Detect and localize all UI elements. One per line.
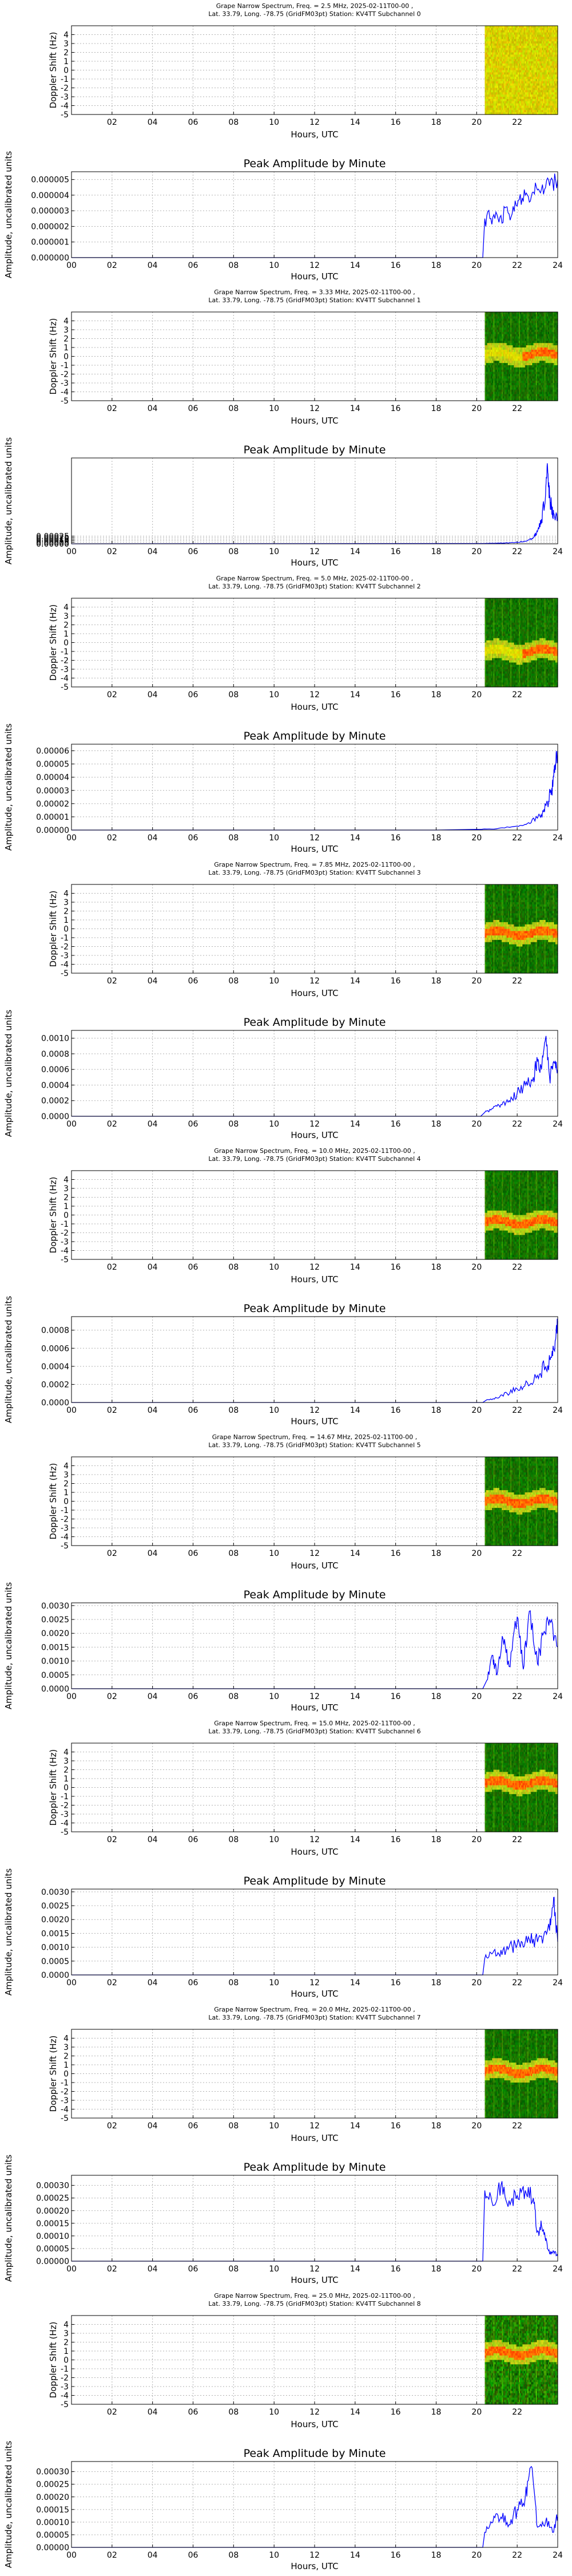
spectrum-title-line2: Lat. 33.79, Long. -78.75 (GridFM03pt) St… xyxy=(208,10,420,18)
x-tick-label: 06 xyxy=(188,118,198,127)
x-tick-label: 22 xyxy=(512,261,522,270)
x-axis-label: Hours, UTC xyxy=(291,271,338,282)
x-tick-label: 12 xyxy=(309,404,320,413)
x-tick-label: 06 xyxy=(188,404,198,413)
x-tick-label: 18 xyxy=(431,261,442,270)
x-tick-label: 12 xyxy=(309,118,320,127)
y-tick-label: -3 xyxy=(61,379,69,388)
x-tick-label: 10 xyxy=(269,261,279,270)
x-tick-label: 02 xyxy=(107,404,117,413)
spectrum-title-line1: Grape Narrow Spectrum, Freq. = 3.33 MHz,… xyxy=(214,289,415,296)
x-tick-label: 24 xyxy=(553,261,563,270)
x-tick-label: 10 xyxy=(269,118,279,127)
y-tick-label: -4 xyxy=(61,102,69,111)
x-tick-label: 16 xyxy=(391,404,401,413)
y-tick-label: 2 xyxy=(63,335,69,344)
x-tick-label: 22 xyxy=(512,118,522,127)
x-tick-label: 18 xyxy=(431,118,442,127)
x-tick-label: 14 xyxy=(350,261,360,270)
x-tick-label: 16 xyxy=(391,118,401,127)
x-tick-label: 18 xyxy=(431,404,442,413)
spectrum-chart-1: Grape Narrow Spectrum, Freq. = 3.33 MHz,… xyxy=(48,289,558,426)
y-tick-label: 0.000002 xyxy=(31,222,69,231)
amplitude-title: Peak Amplitude by Minute xyxy=(244,157,386,170)
y-tick-label: 3 xyxy=(63,39,69,49)
amplitude-chart-0: Peak Amplitude by Minute 0.000000 0.000001… xyxy=(3,151,563,282)
y-tick-label: 3 xyxy=(63,326,69,335)
y-tick-label: 0 xyxy=(63,66,69,76)
y-tick-label: 0.000004 xyxy=(31,191,69,200)
x-tick-label: 16 xyxy=(391,261,401,270)
x-tick-label: 12 xyxy=(309,261,320,270)
x-tick-label: 20 xyxy=(471,404,482,413)
y-tick-label: -3 xyxy=(61,93,69,102)
y-tick-label: 1 xyxy=(63,343,69,353)
x-tick-label: 02 xyxy=(107,118,117,127)
x-tick-label: 14 xyxy=(350,404,360,413)
y-axis-label: Amplitude, uncalibrated units xyxy=(3,151,14,279)
x-tick-label: 04 xyxy=(148,261,158,270)
spectrum-title-line2: Lat. 33.79, Long. -78.75 (GridFM03pt) St… xyxy=(208,297,420,304)
x-tick-label: 22 xyxy=(512,404,522,413)
y-tick-label: 0.000003 xyxy=(31,207,69,216)
y-tick-label: 0 xyxy=(63,353,69,362)
y-tick-label: -1 xyxy=(61,75,69,84)
y-tick-label: -2 xyxy=(61,370,69,380)
spectrum-chart-0: Grape Narrow Spectrum, Freq. = 2.5 MHz, … xyxy=(48,2,558,140)
x-tick-label: 08 xyxy=(228,118,239,127)
x-tick-label: 14 xyxy=(350,118,360,127)
y-tick-label: 0.000000 xyxy=(31,254,69,263)
y-tick-label: -2 xyxy=(61,84,69,93)
x-tick-label: 08 xyxy=(228,404,239,413)
y-tick-label: 0.000001 xyxy=(31,238,69,247)
spectrum-title-line1: Grape Narrow Spectrum, Freq. = 2.5 MHz, … xyxy=(216,2,414,10)
y-tick-label: -5 xyxy=(61,110,69,120)
y-tick-label: 4 xyxy=(63,31,69,40)
y-tick-label: 0.000005 xyxy=(31,176,69,185)
x-tick-label: 04 xyxy=(148,404,158,413)
x-tick-label: 08 xyxy=(228,261,239,270)
y-tick-label: 2 xyxy=(63,49,69,58)
x-tick-label: 10 xyxy=(269,404,279,413)
x-tick-label: 00 xyxy=(66,261,77,270)
y-tick-label: 1 xyxy=(63,57,69,66)
y-axis-label: Doppler Shift (Hz) xyxy=(48,32,58,109)
x-axis-label: Hours, UTC xyxy=(291,129,338,140)
x-tick-label: 06 xyxy=(188,261,198,270)
y-tick-label: -1 xyxy=(61,361,69,370)
x-tick-label: 04 xyxy=(148,118,158,127)
x-tick-label: 20 xyxy=(471,118,482,127)
y-tick-label: 4 xyxy=(63,317,69,326)
x-tick-label: 20 xyxy=(471,261,482,270)
x-tick-label: 02 xyxy=(107,261,117,270)
